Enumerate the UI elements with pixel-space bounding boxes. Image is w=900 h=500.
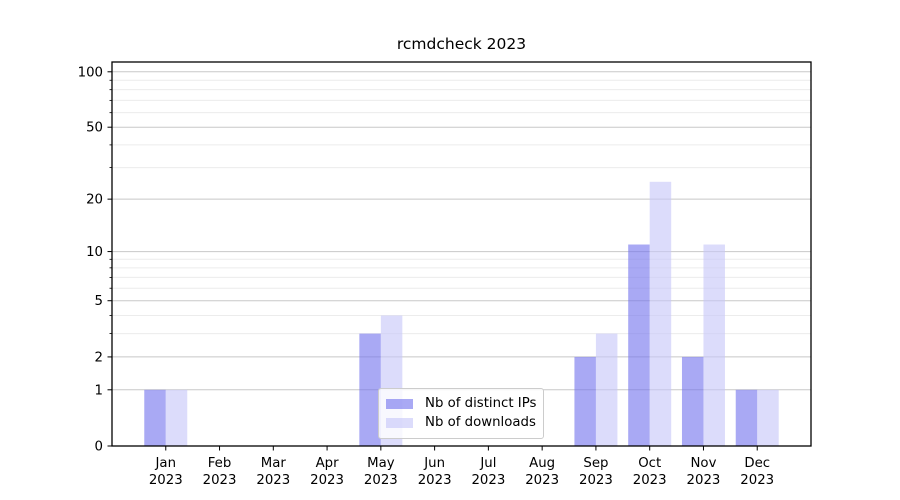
x-tick-label-may: May	[367, 456, 395, 471]
y-tick-label-10: 10	[86, 245, 103, 260]
y-tick-label-1: 1	[95, 383, 103, 398]
x-tick-label-apr: Apr	[316, 456, 340, 471]
y-tick-label-50: 50	[86, 121, 103, 136]
x-tick-year-mar: 2023	[256, 473, 290, 488]
legend: Nb of distinct IPs Nb of downloads	[378, 388, 544, 439]
y-tick-label-5: 5	[95, 294, 103, 309]
bar-dec-downloads	[757, 389, 779, 446]
x-axis: Jan 2023 Feb 2023 Mar 2023 Apr 2023 May 2023 Jun 20…	[149, 446, 774, 488]
x-tick-year-jul: 2023	[471, 473, 505, 488]
bar-sep-distinct-ips	[574, 356, 596, 446]
bar-nov-downloads	[703, 244, 725, 446]
bar-oct-downloads	[649, 181, 672, 447]
legend-item-downloads: Nb of downloads	[386, 413, 536, 432]
x-tick-year-sep: 2023	[579, 473, 613, 488]
chart-title: rcmdcheck 2023	[396, 35, 527, 53]
bar-may-distinct-ips	[359, 333, 381, 446]
bar-oct-distinct-ips	[628, 244, 650, 446]
y-axis: 0 1 2 5 10 20 50 100	[78, 65, 112, 455]
x-tick-label-jun: Jun	[423, 456, 445, 471]
bar-jan-downloads	[165, 389, 188, 446]
x-tick-label-jan: Jan	[155, 456, 177, 471]
legend-label-downloads: Nb of downloads	[425, 415, 536, 430]
y-tick-label-0: 0	[95, 440, 103, 455]
x-tick-label-dec: Dec	[744, 456, 770, 471]
x-tick-year-may: 2023	[364, 473, 398, 488]
x-tick-year-jan: 2023	[149, 473, 183, 488]
y-tick-label-2: 2	[95, 350, 103, 365]
bar-jan-distinct-ips	[144, 389, 166, 446]
bar-dec-distinct-ips	[735, 389, 758, 446]
x-tick-label-nov: Nov	[690, 456, 716, 471]
x-tick-label-sep: Sep	[583, 456, 608, 471]
x-tick-year-oct: 2023	[633, 473, 667, 488]
plot-border	[111, 61, 812, 447]
x-tick-year-jun: 2023	[418, 473, 452, 488]
x-tick-year-nov: 2023	[687, 473, 721, 488]
x-tick-year-dec: 2023	[740, 473, 774, 488]
x-tick-label-mar: Mar	[261, 456, 287, 471]
x-tick-label-jul: Jul	[479, 456, 496, 471]
bar-sep-downloads	[595, 333, 618, 446]
x-tick-label-aug: Aug	[529, 456, 555, 471]
y-tick-label-20: 20	[86, 193, 103, 208]
y-tick-label-100: 100	[78, 65, 103, 80]
bars	[144, 181, 779, 447]
legend-item-distinct-ips: Nb of distinct IPs	[386, 394, 537, 413]
x-tick-label-feb: Feb	[208, 456, 232, 471]
legend-swatch-downloads	[386, 417, 413, 428]
x-tick-year-aug: 2023	[525, 473, 559, 488]
bar-nov-distinct-ips	[681, 356, 704, 446]
x-tick-year-feb: 2023	[203, 473, 237, 488]
y-gridlines-minor	[112, 79, 811, 335]
x-tick-label-oct: Oct	[638, 456, 661, 471]
legend-label-distinct-ips: Nb of distinct IPs	[425, 396, 537, 411]
x-tick-year-apr: 2023	[310, 473, 344, 488]
legend-swatch-distinct-ips	[386, 398, 413, 409]
